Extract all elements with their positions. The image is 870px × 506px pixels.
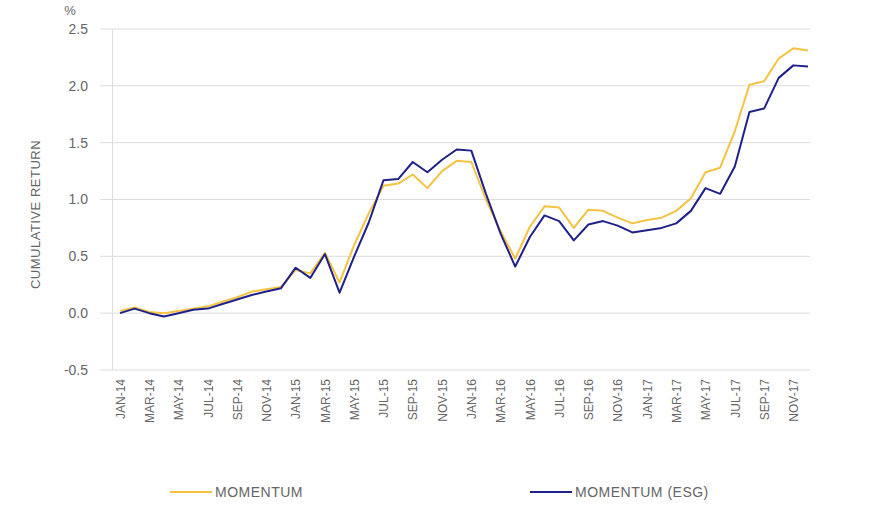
y-tick: 0.0	[69, 305, 112, 321]
x-tick-label: JUL-14	[202, 379, 216, 418]
series-line	[120, 65, 808, 316]
x-tick-label: MAY-15	[348, 379, 362, 421]
x-tick-label: MAR-17	[670, 379, 684, 423]
legend-label: MOMENTUM	[215, 484, 303, 500]
legend-swatch	[170, 491, 212, 493]
y-tick: 0.5	[69, 248, 112, 264]
x-tick-label: NOV-14	[260, 379, 274, 422]
legend-swatch	[530, 491, 572, 493]
x-tick-label: SEP-16	[582, 379, 596, 421]
x-tick: JAN-17	[641, 370, 655, 419]
x-tick-label: NOV-16	[611, 379, 625, 422]
grid	[100, 29, 810, 370]
y-axis-line	[112, 30, 113, 371]
grid-line	[100, 199, 810, 200]
x-tick: MAR-17	[670, 370, 684, 423]
x-tick-label: JUL-16	[553, 379, 567, 418]
y-axis: -0.5 0.0 0.5 1.0 1.5 2.0 2.5	[64, 21, 113, 378]
x-tick: MAY-16	[524, 370, 538, 420]
y-tick-label: 0.5	[69, 248, 89, 264]
x-tick: SEP-15	[406, 370, 420, 420]
grid-line	[100, 85, 810, 86]
x-tick: NOV-17	[787, 370, 801, 422]
x-tick-label: JAN-17	[641, 379, 655, 419]
y-tick: 1.5	[69, 135, 112, 151]
x-tick: NOV-16	[611, 370, 625, 422]
x-tick-label: SEP-17	[758, 379, 772, 421]
series-line	[120, 48, 808, 313]
x-tick-label: JAN-16	[465, 379, 479, 419]
x-tick: MAR-16	[494, 370, 508, 423]
x-tick: SEP-17	[758, 370, 772, 420]
x-tick-label: JUL-15	[377, 379, 391, 418]
y-tick-label: 2.0	[69, 78, 89, 94]
y-tick: 1.0	[69, 191, 112, 207]
y-tick-label: 1.5	[69, 135, 89, 151]
x-tick-label: MAY-14	[172, 379, 186, 421]
y-tick: 2.0	[69, 78, 112, 94]
x-tick: MAR-15	[319, 370, 333, 423]
y-tick-label: 2.5	[69, 21, 89, 37]
legend-label: MOMENTUM (ESG)	[575, 484, 709, 500]
y-tick: -0.5	[64, 362, 112, 378]
x-tick-label: SEP-14	[231, 379, 245, 421]
y-unit: %	[64, 3, 76, 18]
x-tick: SEP-16	[582, 370, 596, 420]
x-tick-label: NOV-17	[787, 379, 801, 422]
x-tick: SEP-14	[231, 370, 245, 420]
x-tick: JUL-14	[202, 370, 216, 418]
x-tick: NOV-14	[260, 370, 274, 422]
x-tick-label: MAR-14	[143, 379, 157, 423]
x-axis: JAN-14 MAR-14 MAY-14 JUL-14 SEP-14 NOV-14 JAN-…	[114, 370, 809, 423]
grid-line	[100, 370, 810, 371]
x-tick-label: MAR-15	[319, 379, 333, 423]
x-tick: JUL-16	[553, 370, 567, 418]
x-tick-label: MAY-17	[699, 379, 713, 421]
y-tick-label: -0.5	[64, 362, 88, 378]
y-axis-title: CUMULATIVE RETURN	[28, 140, 43, 289]
x-tick: JAN-15	[289, 370, 303, 419]
x-tick-label: MAY-16	[524, 379, 538, 421]
grid-line	[100, 313, 810, 314]
x-tick-label: JAN-15	[289, 379, 303, 419]
grid-line	[100, 256, 810, 257]
x-tick-label: JAN-14	[114, 379, 128, 419]
x-tick: MAY-15	[348, 370, 362, 420]
x-tick-label: SEP-15	[406, 379, 420, 421]
x-axis-line	[121, 370, 809, 371]
y-tick-label: 1.0	[69, 191, 89, 207]
x-tick: JAN-16	[465, 370, 479, 419]
x-tick: MAY-14	[172, 370, 186, 420]
x-tick: JUL-17	[729, 370, 743, 418]
x-tick: MAY-17	[699, 370, 713, 420]
x-tick: MAR-14	[143, 370, 157, 423]
x-tick-label: NOV-15	[436, 379, 450, 422]
legend: MOMENTUM MOMENTUM (ESG)	[170, 484, 709, 500]
grid-line	[100, 29, 810, 30]
x-tick: NOV-15	[436, 370, 450, 422]
grid-line	[100, 142, 810, 143]
x-tick-label: MAR-16	[494, 379, 508, 423]
plot-area	[120, 48, 808, 316]
y-tick-label: 0.0	[69, 305, 89, 321]
x-tick: JAN-14	[114, 370, 128, 419]
x-tick-label: JUL-17	[729, 379, 743, 418]
x-tick: JUL-15	[377, 370, 391, 418]
chart: -0.5 0.0 0.5 1.0 1.5 2.0 2.5 JAN-14 MAR-14 MAY-14…	[0, 0, 870, 506]
y-tick: 2.5	[69, 21, 112, 37]
